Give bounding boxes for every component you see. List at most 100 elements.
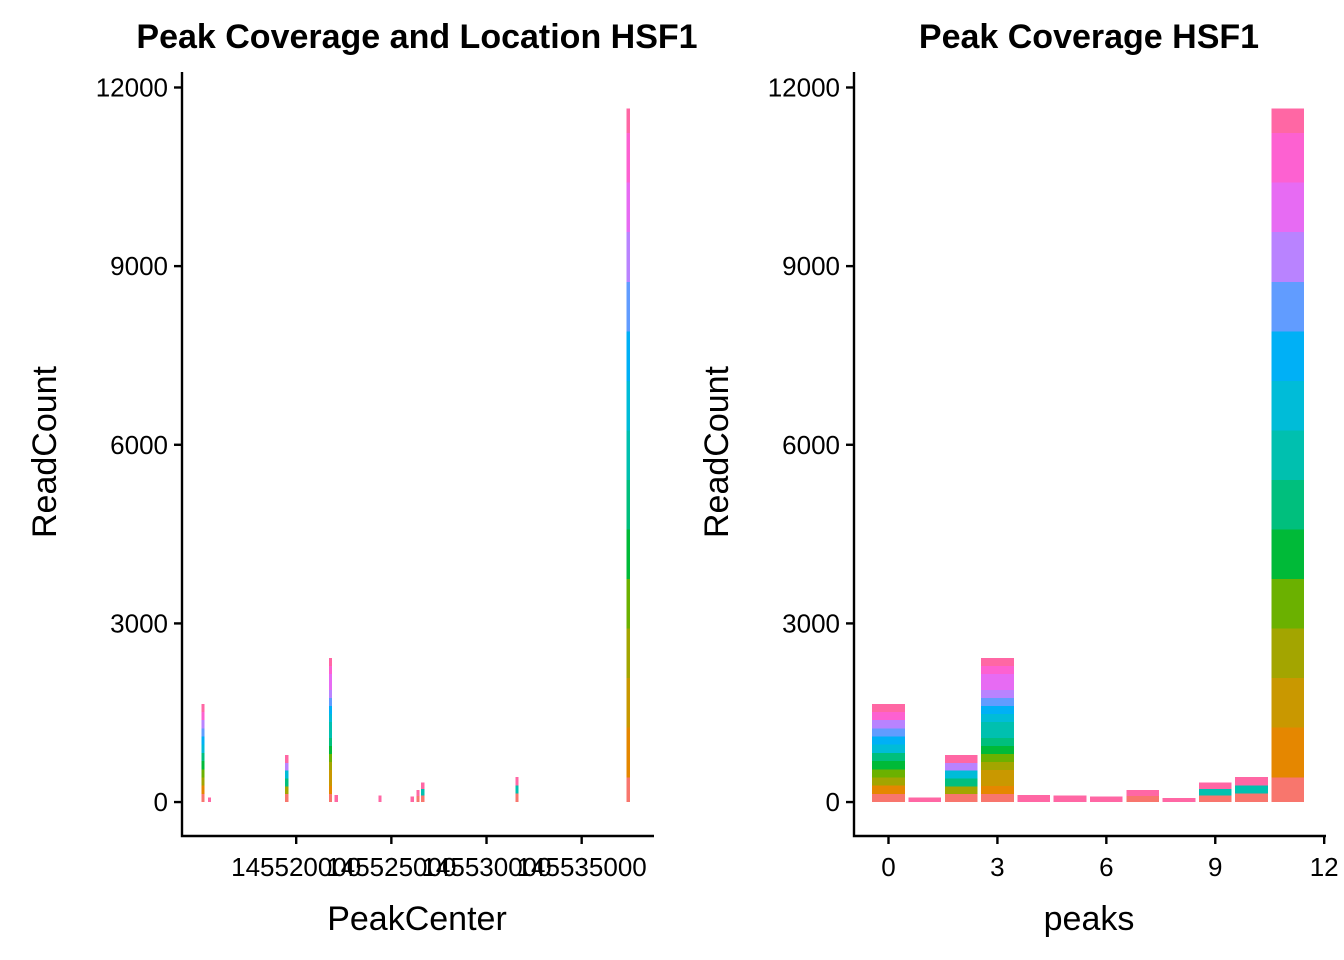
bar-segment: [1271, 727, 1305, 736]
bar-segment: [1271, 364, 1305, 373]
bar-segment: [981, 730, 1014, 739]
bar: [328, 657, 333, 803]
bar-segment: [1271, 166, 1305, 175]
bar-segment: [981, 713, 1014, 722]
bar: [201, 703, 205, 803]
bar-segment: [1271, 653, 1305, 662]
bar-segment: [944, 770, 978, 779]
bar-segment: [626, 405, 630, 414]
bar-segment: [1271, 141, 1305, 150]
bar-segment: [421, 795, 425, 803]
y-tick-label: 9000: [782, 251, 840, 281]
bar-segment: [626, 645, 630, 654]
bar-segment: [1271, 463, 1305, 472]
bar-segment: [944, 778, 978, 787]
bar-segment: [981, 738, 1014, 747]
y-tick-label: 12000: [768, 72, 840, 102]
bar-segment: [1271, 306, 1305, 315]
bar-segment: [1053, 795, 1087, 803]
bar-segment: [626, 157, 630, 167]
bar-segment: [944, 794, 978, 803]
bar-segment: [1271, 479, 1305, 489]
bar-segment: [981, 770, 1014, 779]
bar-segment: [328, 705, 333, 714]
bar-segment: [626, 298, 630, 307]
x-tick-label: 12: [1310, 852, 1339, 882]
x-tick-label: 145530000: [421, 852, 551, 882]
bar-segment: [1271, 273, 1305, 282]
bar-segment: [626, 413, 630, 423]
bar-segment: [378, 795, 382, 803]
bar-segment: [626, 636, 630, 646]
bar-segment: [1198, 782, 1232, 789]
bar-segment: [626, 735, 630, 745]
bar-segment: [1271, 240, 1305, 249]
bar-segment: [626, 603, 630, 613]
bar-segment: [1271, 356, 1305, 365]
bar-segment: [1271, 438, 1305, 447]
bar-segment: [1271, 496, 1305, 505]
bar-segment: [626, 446, 630, 456]
y-tick-label: 0: [154, 787, 168, 817]
bar-segment: [626, 570, 630, 580]
bar-segment: [626, 488, 630, 497]
bar-segment: [626, 702, 630, 712]
bar-segment: [1271, 248, 1305, 257]
bar-segment: [981, 754, 1014, 763]
bar-segment: [626, 653, 630, 662]
bar-segment: [944, 762, 978, 771]
bar-segment: [1271, 513, 1305, 522]
bar-segment: [1271, 760, 1305, 770]
bar-segment: [872, 793, 905, 803]
bar-segment: [1271, 579, 1305, 588]
bar-segment: [1271, 380, 1305, 390]
bar-segment: [626, 546, 630, 555]
bar-segment: [416, 796, 420, 803]
bar-segment: [626, 669, 630, 679]
bar: [378, 795, 382, 803]
bar-segment: [626, 124, 630, 134]
x-tick-label: 3: [990, 852, 1004, 882]
bar-segment: [626, 562, 630, 571]
bar-segment: [626, 537, 630, 547]
bar-segment: [285, 755, 289, 763]
bar-segment: [328, 697, 333, 706]
bar-segment: [626, 223, 630, 233]
bar-segment: [285, 778, 289, 787]
bar-segment: [1271, 389, 1305, 398]
bar-segment: [328, 778, 333, 787]
bar: [410, 796, 414, 803]
bar: [944, 755, 978, 803]
bar-segment: [1271, 232, 1305, 241]
y-axis-ticks: 0 3000 6000 9000 12000: [768, 72, 854, 817]
bar-segment: [626, 290, 630, 299]
bar-segment: [421, 788, 425, 796]
bar-segment: [626, 149, 630, 158]
bar-segment: [1198, 795, 1232, 803]
bar-segment: [1271, 422, 1305, 431]
bar-segment: [201, 728, 205, 737]
bar-segment: [328, 754, 333, 763]
bar-segment: [626, 579, 630, 588]
bar-segment: [1126, 796, 1159, 803]
bar-segment: [872, 744, 905, 753]
bar-segment: [1271, 752, 1305, 761]
bar: [1198, 782, 1232, 803]
bar-segment: [626, 339, 630, 348]
bar-segment: [285, 762, 289, 771]
bar-segment: [908, 797, 942, 803]
bar: [908, 797, 942, 803]
bar-segment: [872, 777, 905, 786]
bar-segment: [626, 463, 630, 472]
bar: [334, 794, 338, 803]
bar-segment: [410, 796, 414, 803]
bar-segment: [1271, 298, 1305, 307]
bar-segment: [1271, 562, 1305, 571]
bar-segment: [1162, 797, 1196, 803]
bar-segment: [1271, 521, 1305, 530]
y-axis-ticks: 0 3000 6000 9000 12000: [96, 72, 182, 817]
bar-segment: [626, 612, 630, 621]
bar-segment: [1271, 612, 1305, 621]
bar-segment: [626, 686, 630, 695]
